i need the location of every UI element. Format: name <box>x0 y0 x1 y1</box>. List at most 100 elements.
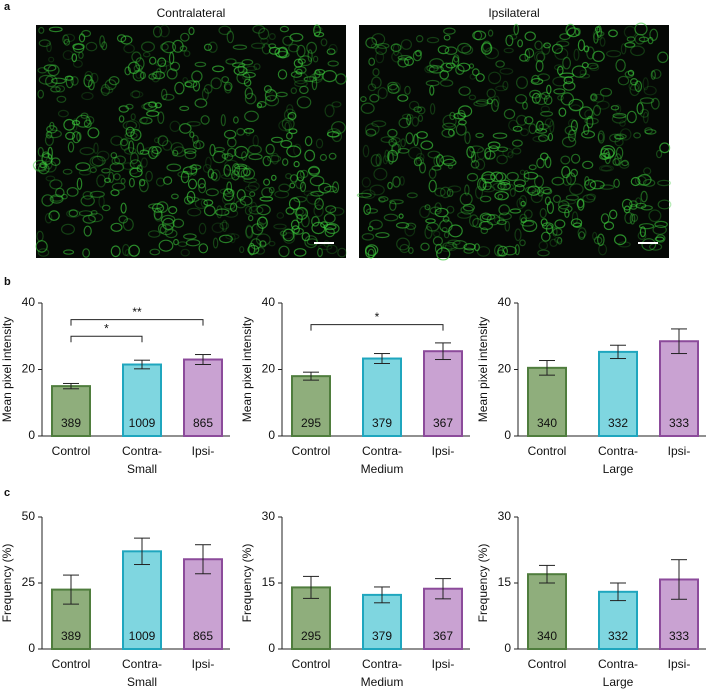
y-tick-label: 15 <box>262 575 276 589</box>
cell <box>236 164 252 178</box>
cell <box>268 46 281 55</box>
cell <box>552 226 558 237</box>
cell <box>315 138 324 149</box>
cell <box>557 204 573 214</box>
cell <box>584 175 590 186</box>
bar <box>423 350 463 437</box>
cell <box>63 33 76 43</box>
cell <box>637 173 652 186</box>
cell <box>146 110 160 117</box>
cell <box>599 87 613 97</box>
cell <box>179 45 188 52</box>
cell <box>325 205 337 214</box>
cell <box>447 185 462 193</box>
cell <box>462 203 475 212</box>
cell <box>120 177 126 185</box>
cell <box>294 79 308 88</box>
cell <box>286 104 294 115</box>
cell <box>100 83 111 96</box>
cell <box>128 177 135 188</box>
x-tick-label: Ipsi- <box>432 444 455 458</box>
bar <box>598 350 638 437</box>
cell <box>581 61 589 69</box>
cell <box>391 142 400 156</box>
cell <box>239 246 245 254</box>
cell <box>184 150 197 160</box>
cell <box>131 51 142 63</box>
cell <box>620 43 627 55</box>
cell <box>534 93 548 106</box>
cell <box>413 157 422 167</box>
cell <box>372 67 380 77</box>
cell <box>453 54 460 63</box>
cell <box>323 223 337 231</box>
cell <box>533 175 544 188</box>
cell <box>182 166 198 175</box>
cell <box>557 95 564 101</box>
cell <box>166 68 178 80</box>
cell <box>317 247 323 258</box>
cell <box>127 61 140 75</box>
cell <box>519 169 526 175</box>
cell <box>101 204 111 212</box>
significance-bracket <box>70 335 143 343</box>
cell <box>415 156 425 166</box>
cell <box>496 219 507 226</box>
cell <box>636 102 644 115</box>
y-tick-label: 0 <box>268 641 275 655</box>
cell <box>327 128 341 138</box>
cell <box>455 64 465 76</box>
cell <box>504 220 511 232</box>
cell <box>596 31 605 37</box>
cell <box>398 213 404 219</box>
cell <box>502 147 513 158</box>
cell <box>49 194 64 204</box>
cell <box>281 117 295 131</box>
y-tick-label: 0 <box>504 641 511 655</box>
y-tick-label: 20 <box>262 362 276 376</box>
x-tick-label: Medium <box>361 675 404 689</box>
cell <box>278 119 292 132</box>
cell <box>301 232 310 242</box>
cell <box>618 241 631 248</box>
cell <box>634 175 647 186</box>
cell <box>649 28 659 41</box>
cell <box>546 201 555 215</box>
cell <box>118 215 128 224</box>
cell <box>619 160 630 169</box>
cell <box>50 77 66 85</box>
cell <box>149 248 161 256</box>
cell <box>64 75 74 81</box>
cell <box>194 61 207 68</box>
cell <box>468 94 477 101</box>
cell <box>128 244 140 257</box>
cell <box>500 181 506 190</box>
cell <box>628 81 641 91</box>
cell <box>369 93 380 103</box>
cell <box>512 147 522 155</box>
cell <box>306 191 321 205</box>
cell <box>303 190 314 197</box>
cell <box>482 181 492 191</box>
cell <box>552 76 568 87</box>
cell <box>424 204 431 211</box>
cell <box>634 33 646 45</box>
cell <box>223 129 237 139</box>
cell <box>360 96 367 103</box>
bar <box>362 593 402 651</box>
cell <box>514 228 522 242</box>
cell <box>205 188 219 197</box>
cell <box>212 237 219 249</box>
x-tick-label: Large <box>603 462 634 476</box>
cell <box>172 149 179 157</box>
cell <box>319 153 327 162</box>
cell <box>82 190 93 200</box>
cell <box>65 131 76 140</box>
cell <box>369 219 383 230</box>
cell <box>466 146 475 159</box>
cell <box>413 106 423 113</box>
cell <box>108 171 115 184</box>
cell <box>484 150 496 160</box>
cell <box>183 195 194 205</box>
cell <box>210 171 218 181</box>
